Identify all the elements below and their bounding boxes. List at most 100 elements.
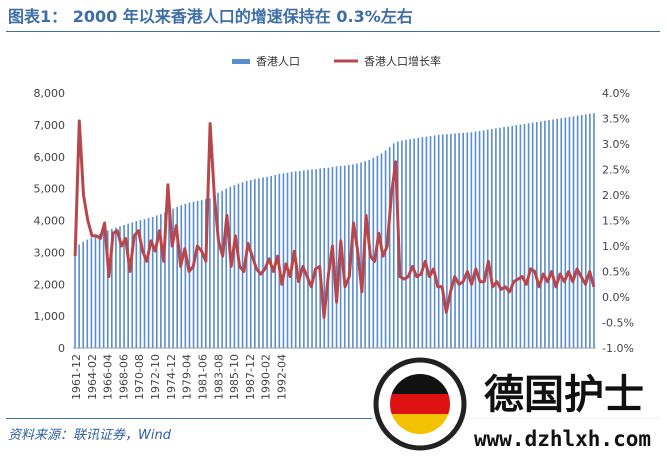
- bar-population: [196, 200, 199, 348]
- bar-population: [580, 114, 583, 349]
- bar-population: [172, 208, 174, 348]
- bar-population: [102, 231, 105, 348]
- y-right-tick-label: 3.5%: [602, 113, 630, 126]
- bar-population: [433, 135, 436, 348]
- bar-population: [372, 158, 375, 348]
- bar-population: [298, 171, 301, 348]
- bar-population: [556, 118, 559, 348]
- x-tick-label: 1964-02: [86, 354, 99, 400]
- bar-population: [515, 125, 518, 348]
- bar-population: [564, 117, 567, 348]
- y-left-tick-label: 3,000: [34, 246, 66, 259]
- bar-population: [413, 138, 415, 348]
- bar-population: [531, 122, 534, 348]
- legend-label-population: 香港人口: [256, 55, 300, 68]
- bar-population: [352, 164, 354, 348]
- bar-population: [478, 130, 481, 348]
- chart-title: 图表1： 2000 年以来香港人口的增速保持在 0.3%左右: [8, 7, 413, 26]
- bar-population: [499, 127, 501, 349]
- bar-population: [466, 132, 469, 348]
- bar-population: [405, 139, 407, 348]
- bar-population: [119, 226, 121, 348]
- bar-population: [446, 134, 448, 348]
- bar-population: [503, 127, 505, 348]
- bar-population: [490, 129, 493, 348]
- x-tick-label: 1974-12: [165, 354, 178, 400]
- bar-population: [241, 182, 244, 348]
- bar-population: [441, 134, 444, 348]
- y-right-tick-label: 3.0%: [602, 138, 630, 151]
- bar-population: [94, 235, 97, 348]
- bar-population: [98, 233, 101, 348]
- bar-population: [143, 219, 146, 348]
- x-tick-label: 1983-08: [212, 354, 225, 400]
- bar-population: [392, 143, 395, 348]
- bar-population: [311, 169, 313, 348]
- bar-population: [576, 115, 579, 348]
- bar-population: [450, 133, 452, 348]
- bar-population: [164, 212, 166, 348]
- bar-population: [307, 169, 309, 348]
- bar-population: [495, 128, 497, 348]
- bar-population: [110, 228, 113, 348]
- bar-population: [552, 119, 554, 348]
- bar-population: [74, 246, 76, 348]
- bar-population: [245, 180, 248, 348]
- x-tick-label: 1985-10: [228, 354, 241, 400]
- bar-population: [343, 165, 346, 348]
- bar-population: [249, 180, 252, 348]
- bar-population: [200, 200, 203, 348]
- bar-population: [151, 216, 154, 348]
- y-right-tick-label: 0.0%: [602, 291, 630, 304]
- bar-population: [155, 215, 158, 348]
- bar-population: [160, 214, 162, 348]
- bar-population: [421, 137, 424, 348]
- bar-population: [221, 190, 223, 348]
- bar-population: [282, 173, 285, 348]
- x-tick-label: 1966-04: [102, 354, 115, 400]
- y-left-tick-label: 6,000: [34, 151, 66, 164]
- bar-population: [176, 206, 179, 348]
- bar-population: [523, 123, 526, 348]
- bar-population: [233, 185, 236, 348]
- bar-population: [360, 162, 362, 348]
- x-tick-label: 1961-12: [70, 354, 83, 400]
- bar-population: [127, 223, 129, 348]
- bar-population: [123, 224, 125, 348]
- bar-population: [180, 205, 183, 348]
- bar-population: [258, 178, 260, 348]
- source-note: 资料来源：联讯证券，Wind: [8, 428, 171, 443]
- x-tick-label: 1968-06: [117, 354, 130, 400]
- bar-population: [82, 241, 85, 348]
- bar-population: [286, 172, 289, 348]
- bar-population: [548, 120, 550, 348]
- bar-population: [209, 198, 211, 348]
- bar-population: [511, 125, 514, 348]
- y-right-tick-label: -1.0%: [602, 342, 634, 355]
- bar-population: [335, 166, 338, 348]
- bar-population: [507, 126, 509, 348]
- bar-population: [323, 167, 326, 348]
- bar-population: [589, 113, 591, 348]
- watermark-url-text: www.dzhlxh.com: [474, 427, 651, 451]
- y-right-tick-label: 0.5%: [602, 266, 630, 279]
- x-tick-label: 1972-10: [149, 354, 162, 400]
- y-left-tick-label: 7,000: [34, 119, 66, 132]
- bar-population: [204, 199, 207, 348]
- x-tick-label: 1990-02: [260, 354, 273, 400]
- y-left-tick-label: 5,000: [34, 183, 66, 196]
- bar-population: [486, 129, 489, 348]
- y-left-tick-label: 0: [58, 342, 65, 355]
- bar-population: [401, 140, 403, 348]
- bar-population: [106, 230, 109, 348]
- y-left-tick-label: 4,000: [34, 215, 66, 228]
- bar-population: [462, 132, 465, 348]
- line-growth-rate: [73, 119, 596, 319]
- bar-population: [188, 202, 191, 348]
- title-divider: [6, 31, 660, 32]
- bar-population: [303, 170, 305, 348]
- x-tick-label: 1979-04: [181, 354, 194, 400]
- x-tick-label: 1992-04: [276, 354, 289, 400]
- bar-population: [315, 169, 317, 348]
- bar-population: [519, 124, 522, 349]
